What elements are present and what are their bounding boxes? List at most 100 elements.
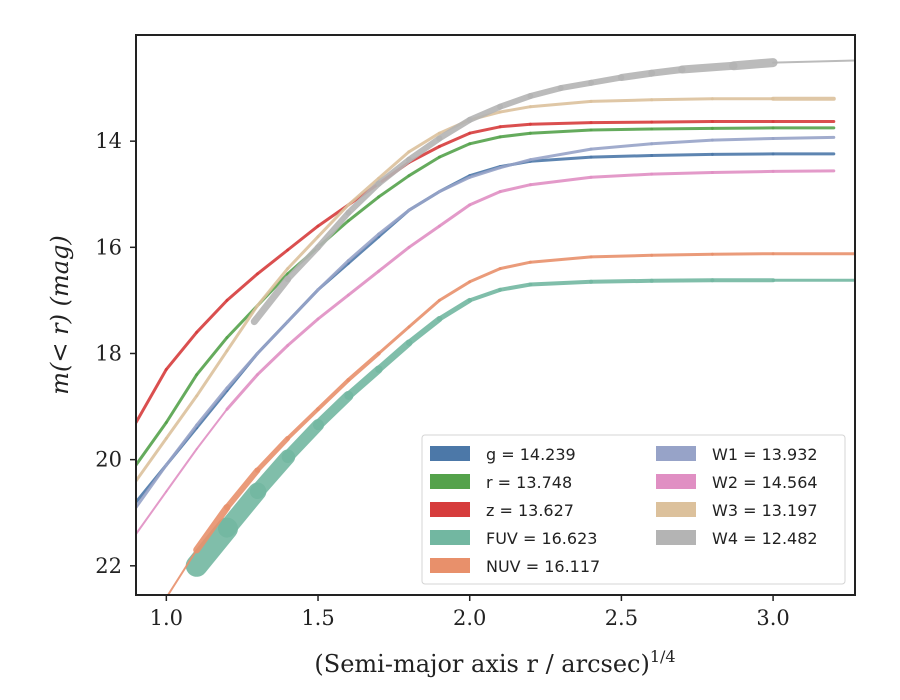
series-segment [528, 147, 593, 162]
series-segment [377, 325, 411, 355]
series-segment [195, 386, 229, 427]
series-segment [136, 421, 168, 467]
series-segment [345, 180, 382, 216]
legend-label: W3 = 13.197 [712, 501, 818, 520]
series-segment [498, 260, 532, 271]
series-segment [468, 125, 502, 135]
series-segment [437, 280, 472, 302]
series-segment [437, 203, 472, 228]
legend-item-nuv: NUV = 16.117 [430, 557, 600, 576]
series-segment [255, 320, 290, 355]
series-segment [255, 344, 290, 377]
series-segment [589, 127, 654, 132]
series-segment [313, 390, 354, 431]
series-segment [224, 467, 261, 511]
series-segment [286, 235, 320, 271]
series-segment [407, 224, 441, 249]
series-segment [316, 259, 350, 292]
legend-label: W4 = 12.482 [712, 529, 818, 548]
legend-label: W1 = 13.932 [712, 445, 818, 464]
series-segment [286, 288, 320, 324]
series-segment [650, 171, 714, 176]
x-tick-label: 1.0 [150, 606, 183, 630]
series-segment [498, 183, 532, 194]
legend-item-g: g = 14.239 [430, 445, 576, 464]
series-segment [249, 449, 296, 499]
series-w1 [136, 135, 836, 509]
series-segment [346, 232, 381, 263]
series-segment [286, 317, 320, 347]
series-segment [467, 287, 503, 303]
series-segment [195, 408, 228, 450]
x-tick-label: 2.0 [453, 606, 486, 630]
y-axis-label: m(< r) (mag) [46, 235, 74, 394]
series-segment [588, 74, 625, 86]
series-segment [617, 69, 656, 81]
series-segment [650, 138, 714, 146]
series-segment [136, 463, 168, 509]
series-segment [166, 548, 198, 595]
series-segment [407, 131, 441, 154]
series-segment [710, 169, 775, 174]
series-segment [468, 190, 502, 207]
series-segment [589, 98, 654, 103]
series-segment [346, 235, 381, 265]
series-segment [316, 378, 351, 412]
series-nuv [166, 252, 855, 595]
series-segment [589, 142, 654, 151]
series-segment [649, 278, 715, 283]
series-segment [315, 209, 352, 251]
series-segment [437, 131, 472, 148]
series-segment [255, 267, 290, 308]
series-segment [316, 203, 350, 239]
series-segment [468, 135, 502, 146]
y-tick-label: 14 [95, 129, 122, 153]
legend-label: FUV = 16.623 [486, 529, 597, 548]
legend-swatch [430, 502, 470, 517]
series-segment [650, 252, 714, 257]
series-segment [498, 131, 532, 139]
series-segment [406, 135, 443, 163]
series-segment [164, 330, 199, 371]
series-segment [498, 122, 532, 129]
x-axis-title: (Semi-major axis r / arcsec)1/4 [314, 647, 675, 678]
series-segment [164, 423, 199, 467]
series-segment [195, 298, 229, 334]
legend-label: r = 13.748 [486, 473, 572, 492]
series-segment [589, 253, 654, 259]
legend-item-w3: W3 = 13.197 [656, 501, 818, 520]
series-segment [225, 304, 259, 353]
series-segment [589, 154, 654, 159]
legend-item-z: z = 13.627 [430, 501, 574, 520]
legend-frame [421, 434, 846, 585]
x-axis-label-exponent: 1/4 [650, 647, 676, 666]
series-w2 [136, 169, 836, 535]
series-segment [729, 58, 778, 71]
series-w4 [250, 58, 855, 326]
y-tick-label: 18 [95, 341, 122, 365]
series-segment [528, 121, 593, 126]
series-segment [407, 155, 441, 178]
series-segment [468, 166, 502, 179]
series-segment [497, 93, 534, 110]
series-segment [466, 103, 504, 123]
series-segment [136, 367, 168, 424]
series-segment [284, 244, 321, 283]
series-segment [225, 352, 259, 390]
legend-item-w1: W1 = 13.932 [656, 445, 818, 464]
series-layer [136, 58, 855, 595]
series-segment [346, 176, 381, 207]
series-segment [710, 252, 775, 256]
legend-label: g = 14.239 [486, 445, 576, 464]
x-tick-label: 1.5 [301, 606, 334, 630]
series-segment [377, 208, 411, 236]
series-w3 [136, 96, 836, 483]
series-segment [286, 224, 320, 252]
series-segment [281, 419, 324, 463]
series-segment [527, 85, 564, 99]
series-segment [407, 190, 441, 212]
series-segment [589, 172, 654, 179]
series-segment [589, 278, 654, 284]
series-segment [528, 128, 593, 135]
